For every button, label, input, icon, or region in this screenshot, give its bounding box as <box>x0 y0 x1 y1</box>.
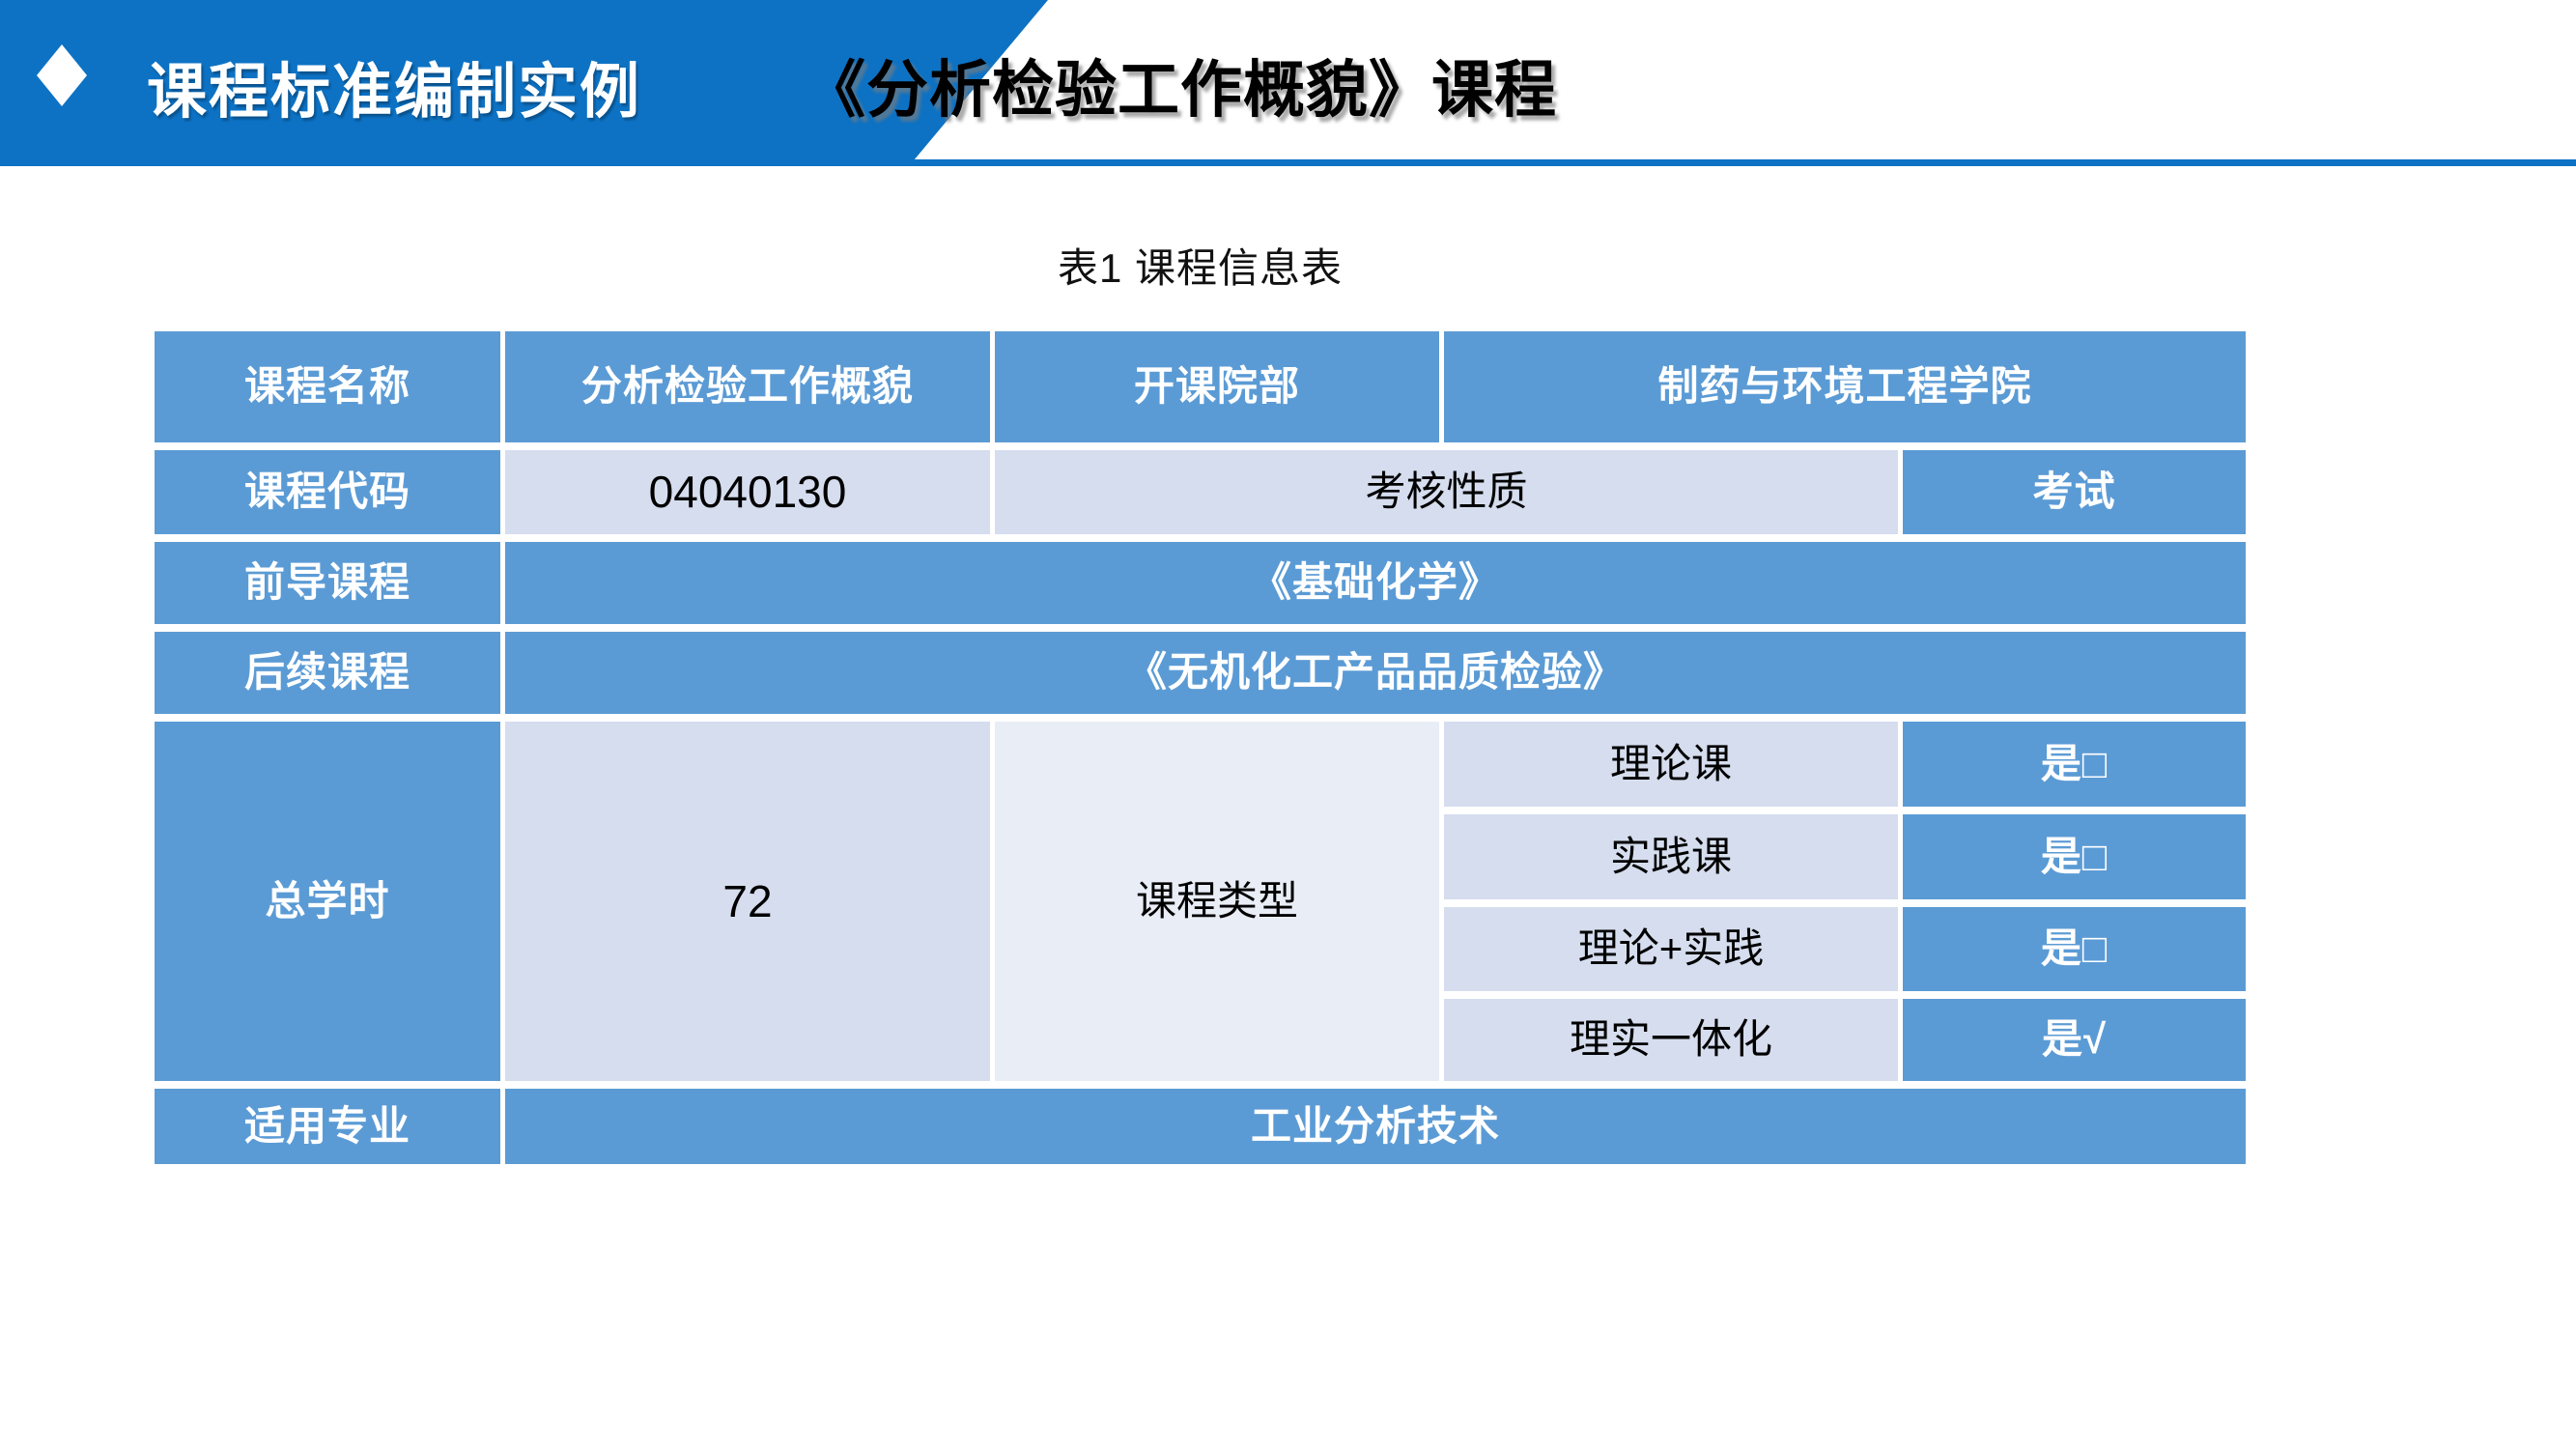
course-type-integrated-answer: 是√ <box>1903 999 2246 1081</box>
slide-title: 课程标准编制实例 <box>147 59 642 126</box>
assessment-type-label: 考核性质 <box>995 450 1898 534</box>
assessment-type-value: 考试 <box>1903 450 2246 534</box>
course-type-theory-plus-practice-label: 理论+实践 <box>1444 907 1898 991</box>
course-type-label: 课程类型 <box>995 722 1439 1081</box>
course-type-integrated-label: 理实一体化 <box>1444 999 1898 1081</box>
department-value: 制药与环境工程学院 <box>1444 331 2246 442</box>
course-info-table: 课程名称 分析检验工作概貌 开课院部 制药与环境工程学院 课程代码 040401… <box>155 331 2246 1164</box>
followup-course-value: 《无机化工产品品质检验》 <box>505 632 2246 714</box>
course-type-practice-answer: 是□ <box>1903 814 2246 899</box>
department-label: 开课院部 <box>995 331 1439 442</box>
prerequisite-label: 前导课程 <box>155 542 500 624</box>
course-type-practice-label: 实践课 <box>1444 814 1898 899</box>
course-type-theory-label: 理论课 <box>1444 722 1898 807</box>
course-name-label: 课程名称 <box>155 331 500 442</box>
course-title: 《分析检验工作概貌》课程 <box>804 55 1557 125</box>
course-code-value: 04040130 <box>505 450 990 534</box>
table-caption: 表1 课程信息表 <box>1057 245 1344 291</box>
course-type-theory-plus-practice-answer: 是□ <box>1903 907 2246 991</box>
header-divider-line <box>0 159 2576 166</box>
total-hours-value: 72 <box>505 722 990 1081</box>
prerequisite-value: 《基础化学》 <box>505 542 2246 624</box>
course-code-label: 课程代码 <box>155 450 500 534</box>
followup-course-label: 后续课程 <box>155 632 500 714</box>
total-hours-label: 总学时 <box>155 722 500 1081</box>
applicable-major-value: 工业分析技术 <box>505 1089 2246 1164</box>
header-banner <box>0 0 1048 166</box>
course-name-value: 分析检验工作概貌 <box>505 331 990 442</box>
applicable-major-label: 适用专业 <box>155 1089 500 1164</box>
course-type-theory-answer: 是□ <box>1903 722 2246 807</box>
